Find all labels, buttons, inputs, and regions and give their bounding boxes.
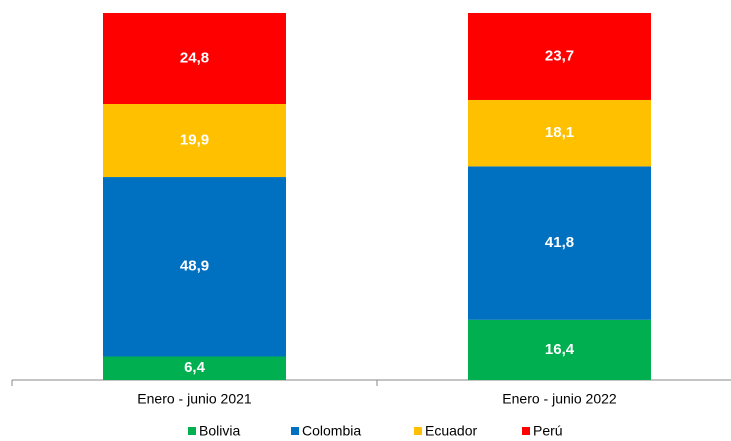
legend-swatch [522,427,530,435]
bar-segment [103,104,286,178]
legend-swatch [188,427,196,435]
bar-segment [103,177,286,357]
legend-label: Ecuador [425,423,477,439]
bar-segment [103,13,286,105]
legend-label: Bolivia [199,423,240,439]
data-label: 41,8 [545,234,574,251]
data-label: 24,8 [180,49,209,66]
data-label: 18,1 [545,124,574,141]
data-label: 6,4 [184,359,206,376]
x-tick-label: Enero - junio 2021 [137,391,252,407]
legend-swatch [414,427,422,435]
legend-label: Colombia [302,423,361,439]
bar-segment [468,13,651,100]
bar-segment [468,319,651,380]
legend-swatch [291,427,299,435]
x-tick-label: Enero - junio 2022 [502,391,617,407]
data-label: 19,9 [180,132,209,149]
bar-segment [468,166,651,320]
bar-segment [468,99,651,167]
bar-segment [103,356,286,380]
data-label: 48,9 [180,258,209,275]
data-label: 23,7 [545,47,574,64]
data-label: 16,4 [545,341,575,358]
legend-label: Perú [533,423,563,439]
